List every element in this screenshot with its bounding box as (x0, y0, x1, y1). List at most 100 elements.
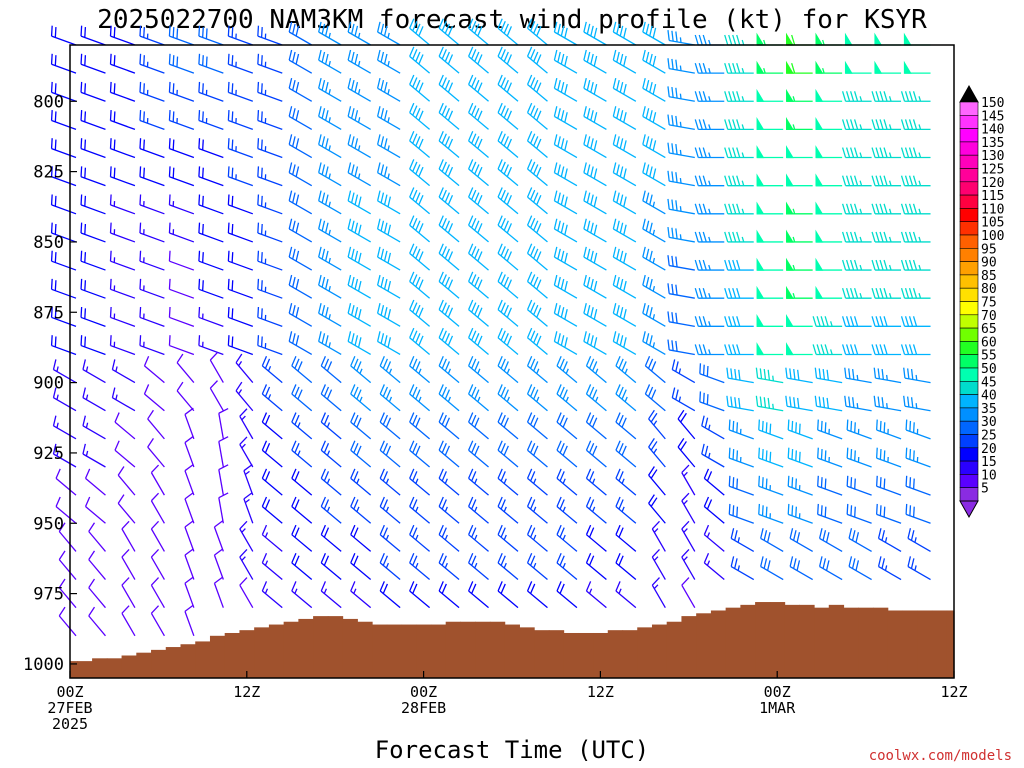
wind-barb (347, 106, 371, 130)
wind-barb (642, 162, 666, 187)
wind-barb (815, 201, 843, 215)
wind-barb (80, 250, 106, 271)
colorbar-label: 100 (981, 229, 1004, 244)
y-tick-label: 950 (33, 514, 64, 534)
wind-barb (218, 464, 229, 496)
wind-barb (905, 475, 931, 496)
wind-barb (724, 288, 754, 299)
wind-barb (726, 367, 754, 384)
wind-barb (376, 274, 401, 299)
x-tick-label: 00Z (410, 683, 437, 701)
wind-barb (585, 384, 607, 412)
wind-barb (667, 255, 695, 271)
wind-barb (239, 520, 254, 552)
terrain-column (563, 632, 579, 678)
wind-barb (699, 363, 725, 384)
wind-barb (785, 367, 813, 384)
wind-barb (88, 522, 106, 552)
terrain-column (445, 621, 462, 678)
wind-barb (379, 384, 401, 412)
wind-barb (553, 21, 578, 46)
wind-barb (844, 60, 872, 74)
wind-barb (681, 520, 696, 552)
wind-barb (376, 77, 401, 102)
wind-barb (556, 412, 578, 440)
colorbar-swatch (959, 221, 979, 236)
wind-barb (288, 303, 313, 327)
wind-barb (347, 218, 371, 243)
wind-barb (785, 395, 813, 412)
wind-barb (468, 496, 489, 524)
wind-barb (468, 130, 489, 159)
wind-barb (526, 18, 548, 46)
wind-barb (288, 134, 313, 159)
wind-barb (438, 327, 460, 355)
wind-barb (347, 303, 371, 327)
wind-barb (583, 49, 607, 74)
wind-barb (50, 110, 77, 131)
wind-barb (409, 215, 431, 243)
wind-barb (841, 259, 872, 271)
wind-barb (724, 203, 754, 215)
wind-barb (239, 408, 254, 440)
wind-barb (82, 387, 106, 412)
terrain-column (519, 627, 535, 678)
wind-barb (667, 170, 695, 187)
surface-terrain (70, 602, 955, 678)
wind-barb (556, 552, 578, 581)
wind-barb (114, 440, 136, 468)
wind-barb (556, 468, 578, 496)
wind-barb (257, 194, 283, 215)
wind-barb (818, 528, 843, 552)
colorbar-swatch (959, 460, 979, 475)
wind-barb (409, 130, 431, 159)
wind-barb (841, 344, 872, 356)
terrain-column (77, 661, 93, 678)
wind-barb (703, 524, 725, 552)
wind-barb (376, 162, 401, 187)
wind-barb (227, 166, 254, 187)
wind-barb (291, 356, 313, 384)
wind-barb (350, 552, 372, 581)
wind-barb (694, 34, 725, 46)
wind-barb (671, 359, 696, 384)
terrain-column (725, 607, 741, 678)
wind-barb (198, 222, 224, 243)
wind-barb (235, 353, 254, 384)
wind-barb (409, 384, 431, 412)
wind-barb (409, 552, 431, 581)
terrain-column (372, 624, 388, 678)
wind-barb (615, 440, 637, 468)
wind-barb (379, 356, 401, 384)
wind-barb (900, 288, 931, 299)
wind-barb (409, 468, 431, 496)
wind-barb (239, 577, 254, 608)
wind-barb (553, 303, 578, 327)
wind-barb (871, 344, 902, 356)
wind-barb (379, 552, 401, 581)
wind-barb (198, 278, 224, 299)
wind-barb (257, 81, 283, 102)
wind-barb (497, 243, 519, 271)
wind-barb (900, 147, 931, 159)
terrain-column (180, 644, 196, 678)
wind-barb (409, 74, 431, 102)
wind-barb (350, 384, 372, 412)
wind-barb (379, 440, 401, 468)
terrain-column (283, 621, 299, 678)
wind-barb (681, 492, 696, 524)
wind-barb (227, 250, 254, 271)
terrain-column (622, 630, 638, 678)
wind-barb (438, 102, 460, 130)
wind-barb (694, 231, 725, 243)
wind-barb (556, 384, 578, 412)
terrain-column (489, 621, 506, 678)
wind-barb (227, 81, 254, 102)
wind-barb (409, 440, 431, 468)
wind-barb (642, 274, 666, 299)
colorbar-swatch (959, 301, 979, 316)
terrain-column (548, 630, 565, 678)
wind-barb (612, 77, 637, 102)
wind-barb (612, 162, 637, 187)
wind-barb (846, 419, 872, 440)
